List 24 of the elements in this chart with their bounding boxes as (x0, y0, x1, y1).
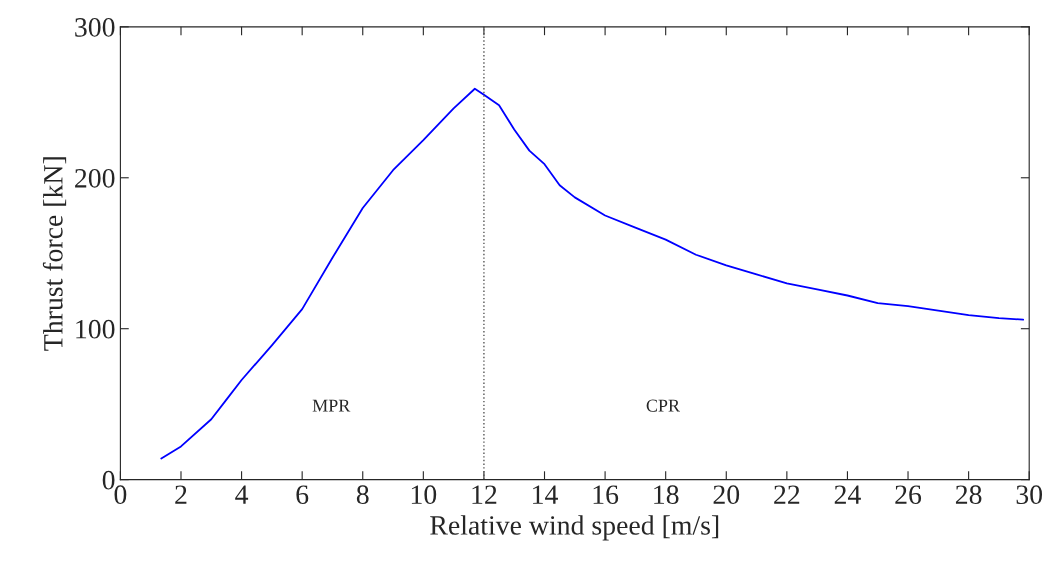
x-tick-label: 20 (713, 485, 740, 505)
x-tick-label: 22 (774, 485, 800, 504)
annotation: MPR (312, 399, 351, 412)
x-tick-label: 8 (356, 485, 369, 505)
x-tick-label: 4 (235, 485, 249, 504)
annotation: CPR (646, 399, 680, 412)
x-tick-label: 14 (533, 485, 558, 504)
y-tick-label: 200 (75, 168, 115, 188)
x-tick-label: 10 (411, 485, 437, 505)
x-tick-label: 16 (593, 485, 619, 505)
x-tick-label: 24 (834, 485, 861, 504)
x-tick-label: 18 (654, 485, 679, 505)
x-tick-label: 28 (955, 485, 982, 505)
line-series (160, 87, 1025, 460)
x-tick-label: 12 (472, 485, 497, 504)
y-tick-label: 0 (102, 470, 115, 490)
y-axis-title: Thrust force [kN] (42, 157, 67, 351)
x-axis-title: Relative wind speed [m/s] (430, 515, 719, 541)
x-tick-label: 6 (296, 485, 309, 505)
x-tick-label: 30 (1016, 485, 1043, 505)
y-tick-label: 300 (75, 18, 115, 37)
x-tick-label: 26 (895, 485, 922, 505)
y-tick-label: 100 (76, 319, 115, 339)
x-tick-label: 2 (175, 485, 187, 504)
